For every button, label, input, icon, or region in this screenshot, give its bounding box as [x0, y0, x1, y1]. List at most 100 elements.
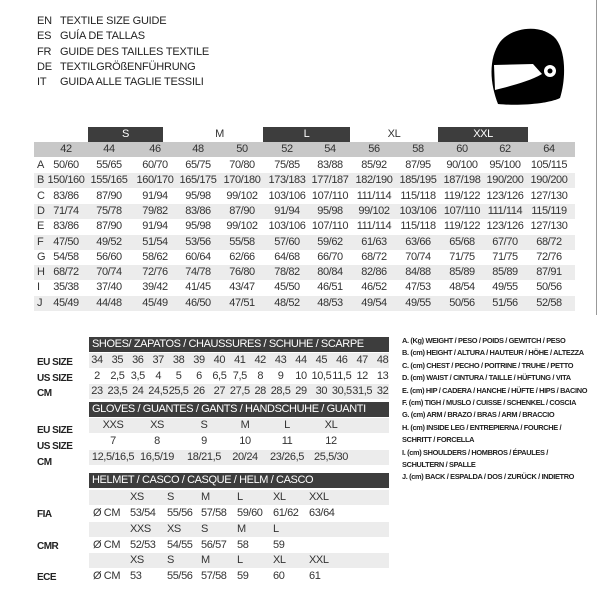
table-cell: 28	[254, 385, 266, 397]
row-shade	[89, 450, 389, 465]
legend-line: H. (cm) INSIDE LEG / ENTREPIERNA / FOURC…	[402, 422, 562, 432]
table-cell: 103/106	[268, 220, 306, 233]
size-cell: L	[237, 554, 243, 566]
table-cell: 44/48	[96, 296, 122, 309]
table-cell: 49/52	[96, 235, 122, 248]
size-cell: M	[237, 522, 246, 535]
table-cell: 155/165	[90, 174, 128, 187]
table-cell: 57/60	[274, 235, 300, 248]
table-cell: 59/62	[317, 235, 343, 248]
table-cell: 48	[376, 354, 389, 366]
table-cell: 68/72	[536, 235, 562, 248]
table-cell: 58	[237, 538, 249, 551]
table-cell: 24	[132, 385, 144, 397]
table-cell: 91/94	[142, 220, 168, 233]
title-lang: FR	[37, 45, 52, 58]
table-cell: 71/74	[53, 204, 79, 217]
size-cell: XXS	[130, 522, 151, 535]
table-cell: 99/102	[226, 220, 258, 233]
table-cell: 70/80	[229, 159, 255, 171]
row-label: EU SIZE	[37, 357, 73, 368]
table-cell: 37	[152, 354, 164, 366]
table-cell: 65/75	[185, 159, 211, 171]
table-cell: S	[200, 419, 208, 431]
row-shade	[89, 553, 389, 568]
table-cell: 111/114	[487, 204, 523, 217]
title-text: TEXTILE SIZE GUIDE	[60, 15, 167, 27]
table-cell: 41	[234, 354, 246, 366]
table-cell: 61/62	[273, 507, 299, 519]
table-cell: 55/65	[96, 159, 122, 171]
table-cell: 87/95	[405, 159, 431, 171]
table-cell: 68/72	[53, 266, 79, 279]
table-cell: 45/49	[142, 296, 168, 309]
table-cell: 57/58	[201, 507, 227, 519]
table-cell: 87/90	[96, 220, 122, 233]
table-cell: 80/84	[317, 266, 343, 279]
table-cell: 20/24	[232, 451, 258, 463]
table-cell: 127/130	[530, 220, 568, 233]
table-cell: 83/88	[317, 159, 343, 171]
size-group-label: M	[215, 128, 224, 140]
row-shade	[89, 521, 389, 537]
standard-label: CMR	[37, 540, 59, 552]
size-group-xl	[350, 127, 438, 142]
table-cell: 51/56	[492, 296, 518, 309]
table-cell: 3,5	[130, 369, 145, 382]
table-cell: 160/170	[136, 174, 174, 187]
column-header: 48	[192, 143, 204, 155]
table-cell: 82/86	[361, 266, 387, 279]
legend-line: C. (cm) CHEST / PECHO / POITRINE / TRUHE…	[402, 360, 574, 370]
table-cell: 87/90	[229, 204, 255, 217]
table-cell: 46/50	[185, 296, 211, 309]
table-cell: 83/86	[53, 189, 79, 202]
column-header: 50	[236, 143, 248, 155]
row-letter: F	[37, 235, 44, 248]
table-cell: 40	[213, 354, 226, 366]
table-cell: 87/90	[96, 189, 122, 202]
legend-line: B. (cm) HEIGHT / ALTURA / HAUTEUR / HÖHE…	[402, 348, 584, 358]
row-label: EU SIZE	[37, 425, 73, 436]
table-cell: 177/187	[311, 174, 349, 187]
table-cell: 25,5/30	[314, 451, 348, 463]
table-cell: 10	[239, 435, 251, 447]
table-cell: 31,5	[352, 385, 373, 397]
table-cell: 28,5	[270, 385, 291, 397]
table-cell: 107/110	[443, 204, 481, 217]
table-cell: 44	[295, 354, 307, 366]
size-cell: L	[237, 491, 243, 503]
column-header: 42	[60, 143, 72, 155]
row-shade	[34, 173, 575, 189]
table-cell: 45/50	[274, 281, 300, 294]
row-label: CM	[37, 457, 52, 468]
size-group-xxl	[438, 127, 528, 142]
legend-line: SCHULTERN / SPALLE	[402, 460, 476, 470]
table-cell: 47/53	[405, 281, 431, 294]
table-cell: 54/58	[53, 250, 79, 263]
title-text: GUIDE DES TAILLES TEXTILE	[60, 45, 210, 58]
table-cell: 60/70	[142, 159, 168, 171]
table-cell: 90/100	[446, 159, 478, 171]
table-cell: 91/94	[274, 204, 300, 217]
table-cell: 87/91	[536, 266, 562, 279]
divider	[596, 0, 597, 315]
row-letter: B	[37, 174, 44, 187]
table-cell: 39	[193, 354, 205, 366]
table-cell: 51/54	[142, 235, 168, 248]
table-cell: 53	[130, 570, 142, 582]
table-cell: 85/92	[361, 159, 387, 171]
table-cell: 107/110	[311, 220, 349, 233]
legend-line: D. (cm) WAIST / CINTURA / TAILLE / HÜFTU…	[402, 373, 571, 383]
table-cell: 59	[237, 570, 249, 582]
table-cell: 16,5/19	[140, 451, 174, 463]
table-cell: 37/40	[96, 281, 122, 294]
size-cell: S	[167, 554, 174, 566]
title-lang: DE	[37, 60, 52, 73]
column-header: 60	[456, 143, 468, 155]
table-cell: 95/98	[317, 204, 343, 217]
table-cell: 67/70	[492, 235, 518, 248]
table-cell: 18/21,5	[187, 451, 221, 463]
column-header: 64	[543, 143, 555, 155]
table-cell: 170/180	[223, 174, 261, 187]
table-cell: 49/54	[361, 296, 387, 309]
